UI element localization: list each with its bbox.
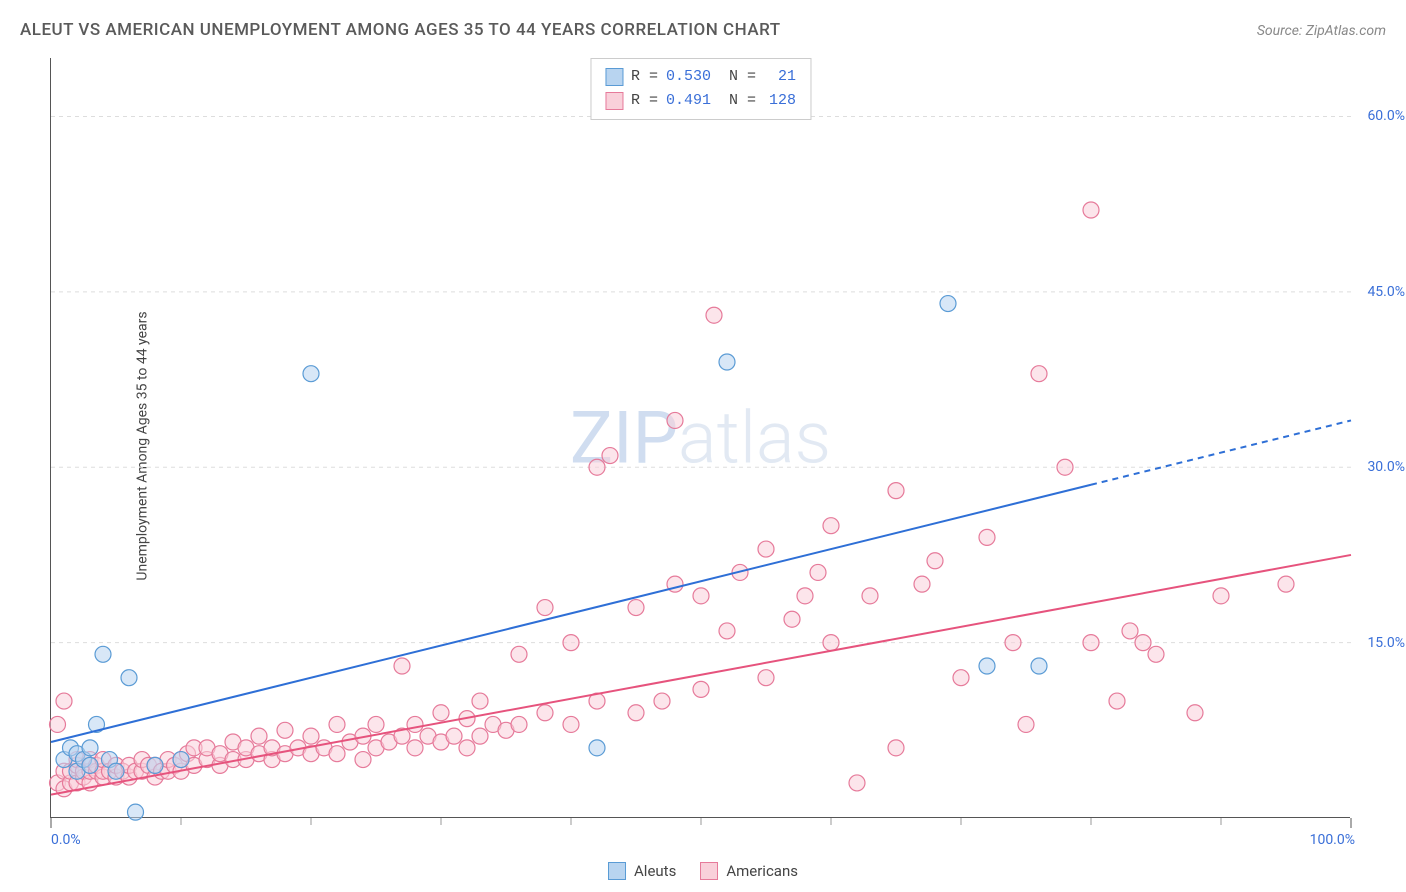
stat-r-value-blue: 0.530 xyxy=(666,65,711,89)
x-tick-label: 100.0% xyxy=(1310,832,1355,848)
swatch-pink xyxy=(605,92,623,110)
stats-row-americans: R = 0.491 N = 128 xyxy=(605,89,796,113)
stat-r-value-pink: 0.491 xyxy=(666,89,711,113)
series-legend: Aleuts Americans xyxy=(608,862,798,880)
legend-swatch-pink xyxy=(700,862,718,880)
legend-swatch-blue xyxy=(608,862,626,880)
stat-n-label: N = xyxy=(729,65,756,89)
y-tick-label: 60.0% xyxy=(1367,108,1405,124)
legend-label-americans: Americans xyxy=(726,862,798,880)
legend-label-aleuts: Aleuts xyxy=(634,862,676,880)
stats-row-aleuts: R = 0.530 N = 21 xyxy=(605,65,796,89)
correlation-stats-box: R = 0.530 N = 21 R = 0.491 N = 128 xyxy=(590,58,811,120)
stat-n-value-pink: 128 xyxy=(764,89,796,113)
stat-r-label: R = xyxy=(631,65,658,89)
y-tick-label: 30.0% xyxy=(1367,459,1405,475)
plot-svg xyxy=(51,58,1350,817)
swatch-blue xyxy=(605,68,623,86)
legend-item-aleuts: Aleuts xyxy=(608,862,676,880)
stat-n-value-blue: 21 xyxy=(764,65,796,89)
scatter-plot: ZIPatlas R = 0.530 N = 21 R = 0.491 N = … xyxy=(50,58,1350,818)
y-tick-label: 15.0% xyxy=(1367,635,1405,651)
stat-r-label: R = xyxy=(631,89,658,113)
source-attribution: Source: ZipAtlas.com xyxy=(1257,23,1386,39)
stat-n-label: N = xyxy=(729,89,756,113)
chart-header: ALEUT VS AMERICAN UNEMPLOYMENT AMONG AGE… xyxy=(20,20,1386,40)
legend-item-americans: Americans xyxy=(700,862,798,880)
chart-title: ALEUT VS AMERICAN UNEMPLOYMENT AMONG AGE… xyxy=(20,20,781,40)
y-tick-label: 45.0% xyxy=(1367,284,1405,300)
x-tick-label: 0.0% xyxy=(51,832,81,848)
